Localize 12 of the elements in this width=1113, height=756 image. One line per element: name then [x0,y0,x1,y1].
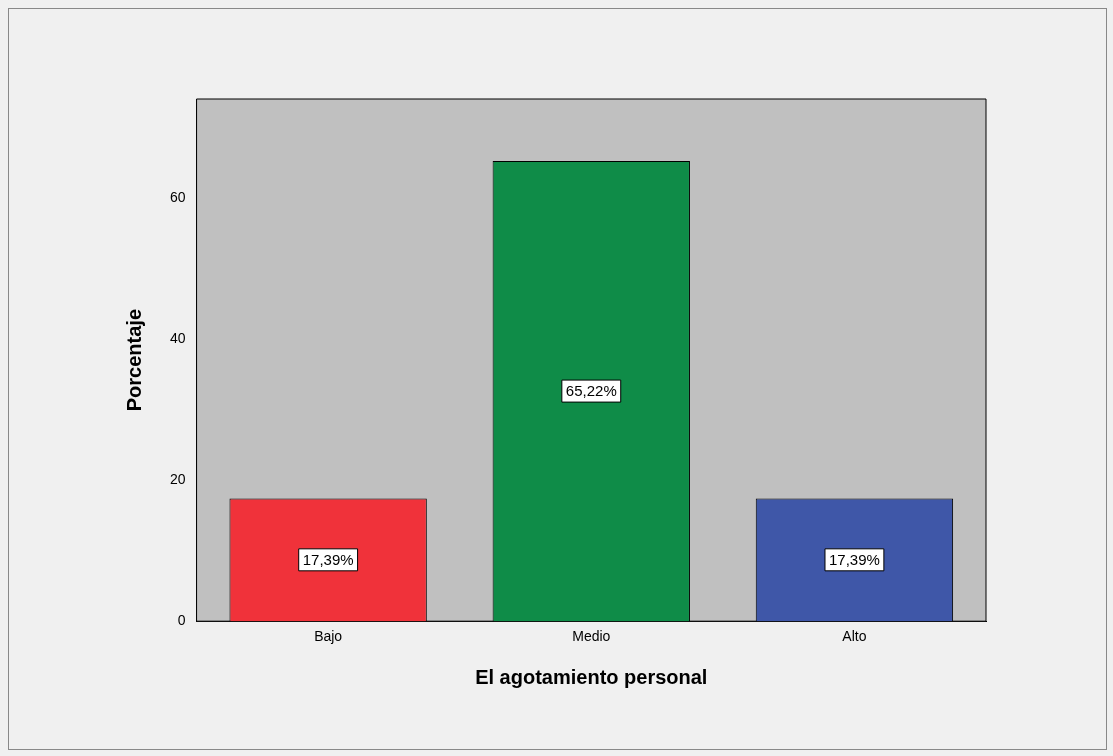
y-axis-title: Porcentaje [122,308,145,412]
y-tick-label: 60 [169,188,186,205]
y-tick-label: 20 [169,470,186,487]
data-label: 17,39% [302,550,354,568]
y-tick-label: 40 [169,329,186,346]
x-tick-label: Alto [842,628,867,645]
x-tick-label: Bajo [314,628,343,645]
data-label: 65,22% [565,382,617,400]
x-axis-title: El agotamiento personal [475,665,708,688]
y-tick-label: 0 [177,612,186,629]
x-tick-label: Medio [572,628,611,645]
data-label: 17,39% [828,550,880,568]
